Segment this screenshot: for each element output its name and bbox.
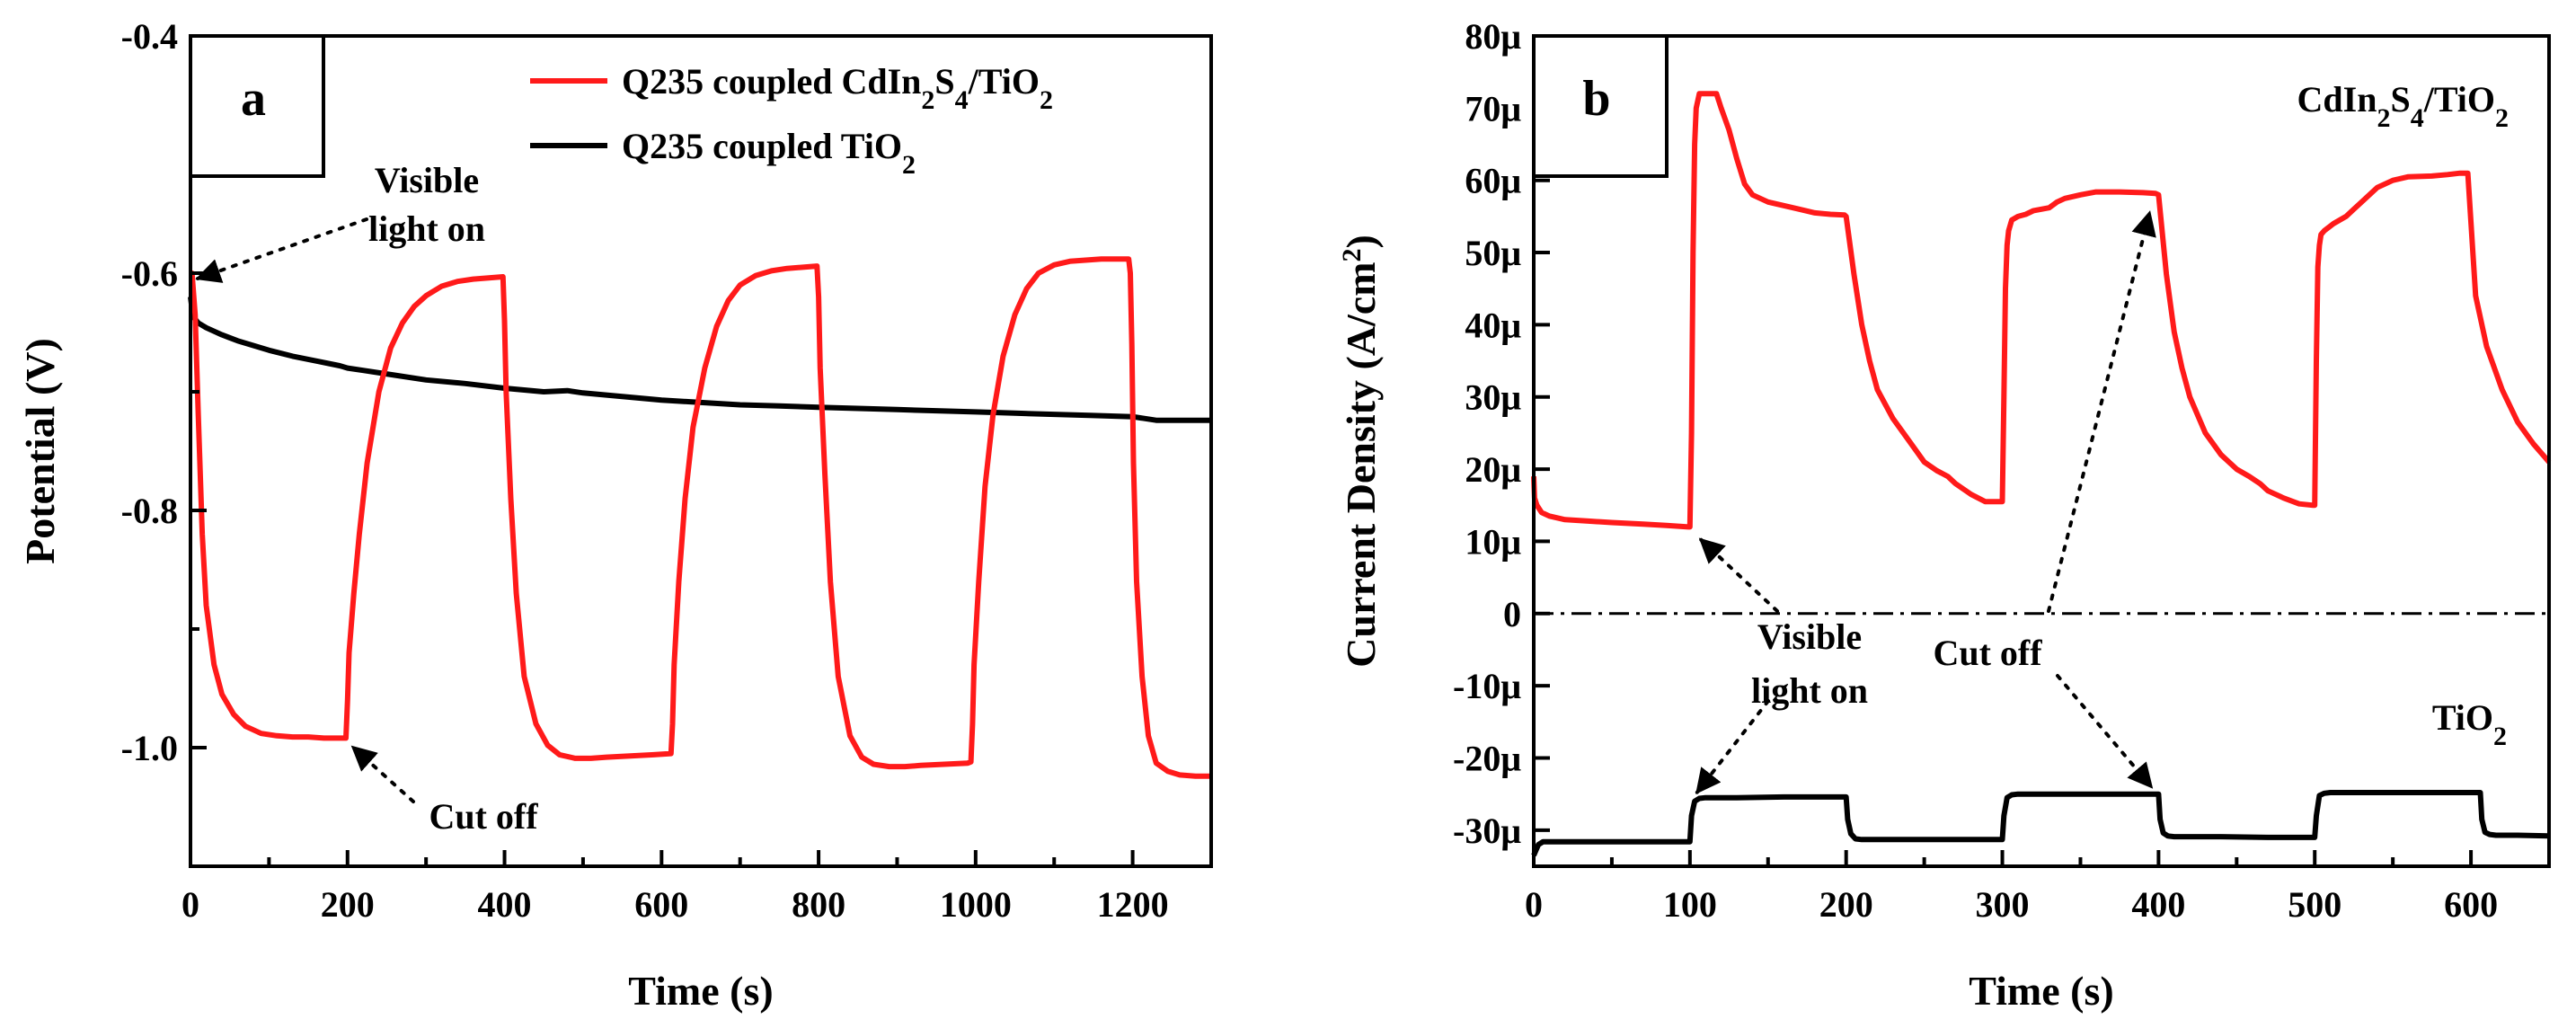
panel-a-annotations: Visible light on Cut off [195, 160, 538, 837]
y-tick-label: 40μ [1465, 305, 1521, 345]
y-tick-label: 20μ [1465, 449, 1521, 490]
x-tick-label: 600 [2444, 884, 2498, 925]
panel-a-series-layer [188, 256, 1211, 779]
panel-a-legend: Q235 coupled CdIn2S4/TiO2 Q235 coupled T… [530, 61, 1053, 180]
x-tick-label: 1200 [1097, 884, 1169, 925]
legend-subscript: 2 [1040, 85, 1053, 115]
annotation-arrow [350, 745, 415, 803]
panel-a-plot-frame [189, 34, 1213, 868]
panel-b-x-axis-label: Time (s) [1969, 968, 2113, 1014]
annotation-arrow [2047, 210, 2156, 613]
series-label-tio2: TiO2 [2432, 697, 2507, 751]
panel-b: 0 100 200 300 400 500 600 80μ 70μ 60μ 50μ 40μ 30μ 20μ… [1337, 16, 2552, 1014]
y-tick-label: 50μ [1465, 233, 1521, 273]
annotation-arrow [195, 217, 368, 283]
legend-text-part: S [934, 61, 954, 102]
y-label-close: ) [1338, 235, 1384, 248]
x-tick-label: 0 [1525, 884, 1543, 925]
panel-b-y-axis-label: Current Density (A/cm2) [1337, 235, 1385, 668]
y-tick-label: 10μ [1465, 521, 1521, 562]
y-tick-label: -0.4 [121, 16, 178, 57]
series-label-subscript: 2 [2493, 722, 2507, 751]
y-tick-label: -10μ [1453, 666, 1521, 706]
series-label-subscript: 2 [2377, 103, 2390, 133]
x-tick-label: 800 [792, 884, 845, 925]
x-tick-label: 200 [1819, 884, 1873, 925]
x-tick-label: 0 [181, 884, 199, 925]
x-tick-label: 100 [1663, 884, 1717, 925]
series-line-cdin2s4-tio2 [1531, 91, 2552, 530]
annotation-text: Cut off [429, 796, 538, 837]
annotation-text: Visible light on [1751, 616, 1868, 711]
panel-b-label: b [1582, 71, 1610, 127]
x-tick-label: 200 [321, 884, 375, 925]
y-tick-label: -20μ [1453, 738, 1521, 778]
series-label-part: TiO [2432, 697, 2493, 738]
legend-text-part: Q235 coupled TiO [622, 126, 902, 166]
series-label-subscript: 2 [2495, 103, 2509, 133]
panel-b-label-box [1532, 34, 1669, 178]
legend-subscript: 4 [955, 85, 969, 115]
x-tick-label: 400 [2131, 884, 2185, 925]
y-label-superscript: 2 [1337, 248, 1367, 261]
panel-b-ticks: 0 100 200 300 400 500 600 80μ 70μ 60μ 50μ 40μ 30μ 20μ… [1453, 16, 2498, 925]
annotation-arrow [1695, 699, 1770, 794]
x-tick-label: 300 [1976, 884, 2030, 925]
panel-b-plot-frame [1532, 34, 2551, 868]
series-label-cdin2s4-tio2: CdIn2S4/TiO2 [2297, 79, 2510, 133]
x-tick-label: 400 [478, 884, 532, 925]
y-tick-label: 30μ [1465, 377, 1521, 418]
annotation-text: Visible light on [368, 160, 485, 249]
panel-a-label-box [189, 34, 325, 178]
panel-b-series-layer [1531, 91, 2552, 857]
panel-b-annotations: Visible light on Cut off [1695, 210, 2156, 794]
series-label-part: CdIn [2297, 79, 2377, 120]
series-line-q235-coupled-cdin2s4-tio2 [189, 256, 1211, 779]
panel-a-label: a [241, 71, 266, 127]
legend-subscript: 2 [902, 150, 916, 180]
x-tick-label: 500 [2288, 884, 2341, 925]
y-tick-label: -0.6 [121, 253, 178, 294]
y-tick-label: 80μ [1465, 16, 1521, 57]
y-tick-label: 60μ [1465, 161, 1521, 201]
y-label-main: Current Density (A/cm [1338, 261, 1384, 667]
legend-text-part: /TiO [968, 61, 1040, 102]
legend-text-part: Q235 coupled CdIn [622, 61, 921, 102]
annotation-arrow [1698, 537, 1779, 613]
panel-a-y-axis-label: Potential (V) [17, 338, 63, 564]
series-label-subscript: 4 [2411, 103, 2424, 133]
x-tick-label: 600 [634, 884, 688, 925]
x-tick-label: 1000 [940, 884, 1012, 925]
annotation-arrow [2056, 674, 2154, 789]
legend-subscript: 2 [921, 85, 934, 115]
y-tick-label: 70μ [1465, 88, 1521, 128]
panel-a-ticks: 0 200 400 600 800 1000 1200 -0.4 -0.6 -0.8 -1.0 [121, 16, 1169, 925]
y-tick-label: -1.0 [121, 728, 178, 768]
series-label-part: S [2390, 79, 2410, 120]
legend-label-tio2: Q235 coupled TiO2 [622, 126, 916, 180]
series-line-q235-coupled-tio2 [188, 297, 1211, 423]
series-label-part: /TiO [2423, 79, 2495, 120]
y-tick-label: -30μ [1453, 811, 1521, 851]
panel-a: 0 200 400 600 800 1000 1200-0.4-0.6-0.8-1.0 a … [17, 16, 1213, 1014]
annotation-text: Cut off [1933, 633, 2042, 673]
y-tick-label: -0.8 [121, 491, 178, 531]
series-line-tio2 [1531, 790, 2550, 857]
panel-a-x-axis-label: Time (s) [628, 968, 773, 1014]
y-tick-label: 0 [1503, 594, 1521, 634]
legend-label-cdin2s4-tio2: Q235 coupled CdIn2S4/TiO2 [622, 61, 1053, 115]
